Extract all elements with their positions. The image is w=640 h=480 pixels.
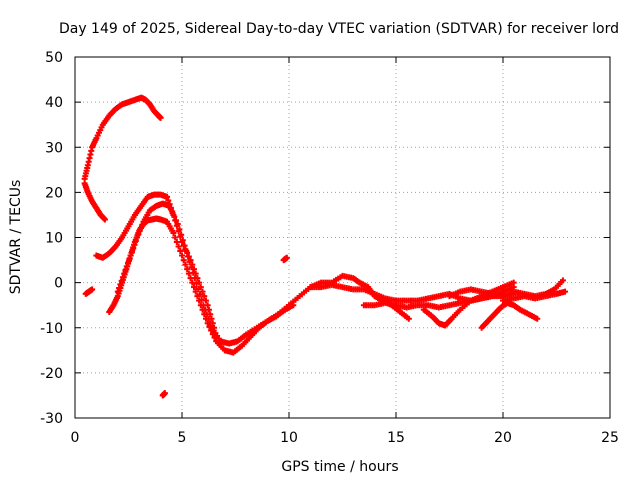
y-tick-label: 20	[45, 185, 63, 201]
data-point	[191, 275, 198, 282]
x-tick-label: 15	[387, 430, 405, 446]
data-point	[137, 225, 144, 232]
series-track-6	[114, 200, 292, 347]
x-tick-label: 25	[601, 430, 619, 446]
data-layer	[81, 94, 569, 399]
y-tick-label: 0	[54, 276, 63, 292]
y-tick-label: -30	[40, 411, 63, 427]
data-point	[177, 248, 184, 255]
data-point	[174, 220, 181, 227]
data-point	[534, 315, 541, 322]
data-point	[131, 241, 138, 248]
y-tick-label: -20	[40, 366, 63, 382]
data-point	[198, 296, 205, 303]
data-point	[180, 257, 187, 264]
data-point	[117, 281, 124, 288]
series-track-12	[420, 279, 517, 329]
data-point	[161, 390, 168, 397]
data-point	[205, 315, 212, 322]
data-point	[126, 256, 133, 263]
data-point	[200, 302, 207, 309]
data-point	[195, 285, 202, 292]
x-axis-label: GPS time / hours	[281, 459, 398, 475]
series-track-3	[82, 286, 96, 297]
data-point	[179, 237, 186, 244]
data-point	[171, 213, 178, 220]
x-tick-label: 20	[494, 430, 512, 446]
series-track-13	[446, 286, 517, 300]
data-point	[127, 252, 134, 259]
data-point	[123, 263, 130, 270]
data-point	[175, 243, 182, 250]
data-point	[188, 264, 195, 271]
data-point	[190, 269, 197, 276]
data-point	[134, 234, 141, 241]
data-point	[176, 226, 183, 233]
data-point	[101, 216, 108, 223]
data-point	[405, 315, 412, 322]
y-tick-label: 30	[45, 140, 63, 156]
data-point	[122, 266, 129, 273]
series-track-1	[81, 94, 164, 182]
data-point	[183, 248, 190, 255]
x-tick-label: 5	[178, 430, 187, 446]
data-point	[132, 238, 139, 245]
data-point	[184, 266, 191, 273]
data-point	[121, 270, 128, 277]
data-point	[203, 311, 210, 318]
series-track-14	[478, 299, 541, 331]
y-tick-label: -10	[40, 321, 63, 337]
data-point	[173, 217, 180, 224]
data-point	[202, 306, 209, 313]
data-point	[181, 242, 188, 249]
data-point	[170, 229, 177, 236]
data-point	[201, 293, 208, 300]
data-point	[283, 254, 290, 261]
data-point	[89, 286, 96, 293]
data-point	[179, 252, 185, 259]
data-point	[562, 288, 569, 295]
data-point	[184, 253, 191, 260]
chart-title: Day 149 of 2025, Sidereal Day-to-day VTE…	[59, 21, 619, 37]
data-point	[139, 221, 146, 228]
data-point	[172, 234, 179, 241]
tick-layer: 0 5 10 15 20 25 -30 -20 -10 0 10 20 30 40 50	[40, 50, 619, 446]
data-point	[190, 284, 197, 291]
data-point	[173, 239, 180, 246]
data-point	[157, 114, 164, 121]
data-point	[118, 277, 125, 284]
x-tick-label: 0	[71, 430, 80, 446]
data-point	[125, 259, 132, 266]
data-point	[182, 261, 189, 268]
data-point	[167, 206, 174, 213]
data-point	[510, 279, 517, 286]
series-track-16	[500, 288, 569, 304]
data-point	[207, 320, 214, 327]
data-point	[114, 288, 121, 295]
series-track-2	[81, 180, 108, 223]
data-point	[559, 277, 566, 284]
data-point	[193, 280, 200, 287]
y-tick-label: 50	[45, 50, 63, 66]
data-point	[136, 228, 143, 235]
data-point	[116, 285, 123, 292]
y-tick-label: 40	[45, 95, 63, 111]
y-tick-label: 10	[45, 231, 63, 247]
data-point	[166, 202, 173, 209]
data-point	[186, 258, 193, 265]
data-point	[178, 231, 185, 238]
series-track-8	[280, 254, 290, 264]
data-point	[119, 274, 126, 281]
data-point	[164, 193, 171, 200]
data-point	[169, 210, 176, 217]
data-point	[128, 248, 135, 255]
data-point	[196, 291, 203, 298]
data-point	[130, 245, 137, 252]
series-track-7	[159, 390, 168, 399]
y-axis-label: SDTVAR / TECUs	[8, 180, 24, 295]
x-tick-label: 10	[280, 430, 298, 446]
data-point	[135, 231, 142, 238]
